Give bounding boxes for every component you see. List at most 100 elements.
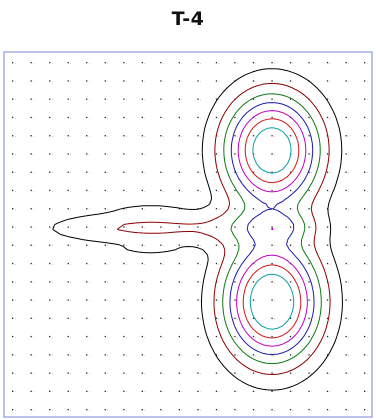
- sample-point-label: ·: [255, 152, 256, 157]
- sample-point-label: ·: [70, 61, 71, 66]
- sample-point-label: ·: [292, 79, 293, 84]
- sample-point-label: ·: [329, 171, 330, 176]
- sample-point-label: ·: [144, 225, 145, 230]
- sample-point-label: ·: [181, 189, 182, 194]
- sample-point: [252, 189, 255, 192]
- sample-point: [104, 98, 106, 100]
- sample-point-label: ·: [144, 152, 145, 157]
- sample-point: [252, 62, 255, 64]
- sample-point-label: ·: [107, 298, 108, 303]
- sample-point-label: ·: [329, 116, 330, 121]
- sample-point: [86, 335, 88, 338]
- sample-point: [326, 153, 329, 155]
- sample-point: [104, 409, 106, 411]
- sample-point: [364, 390, 366, 392]
- sample-point: [326, 390, 329, 392]
- sample-point: [67, 171, 69, 173]
- sample-point-label: ·: [33, 298, 34, 303]
- sample-point: [364, 153, 366, 155]
- sample-point: [326, 262, 329, 265]
- sample-point: [160, 153, 162, 155]
- sample-point-label: ·: [15, 372, 16, 377]
- sample-point-label: ·: [181, 298, 182, 303]
- sample-point: [289, 317, 292, 319]
- sample-point: [123, 335, 125, 338]
- sample-point-label: ·: [33, 335, 34, 340]
- sample-point-label: ·: [218, 353, 219, 358]
- sample-point: [197, 390, 199, 392]
- sample-point: [252, 299, 255, 301]
- sample-point: [30, 116, 32, 119]
- sample-point: [123, 409, 125, 411]
- sample-point-label: ·: [163, 189, 164, 194]
- sample-point: [30, 153, 32, 155]
- sample-point: [104, 372, 106, 374]
- sample-point: [30, 171, 32, 173]
- sample-point-label: ·: [237, 116, 238, 121]
- sample-point-label: ·: [15, 353, 16, 358]
- sample-point: [215, 208, 218, 210]
- sample-point-label: ·: [292, 262, 293, 267]
- sample-point-label: ·: [107, 79, 108, 84]
- sample-point: [86, 171, 88, 173]
- sample-point-label: ·: [237, 317, 238, 322]
- sample-point: [30, 335, 32, 338]
- sample-point-label: ·: [70, 98, 71, 103]
- sample-point-label: ·: [144, 262, 145, 267]
- sample-point: [271, 372, 273, 374]
- sample-point-label: ·: [237, 207, 238, 212]
- sample-point: [345, 281, 347, 283]
- sample-point-label: ·: [348, 262, 349, 267]
- sample-point-label: ·: [200, 225, 201, 230]
- sample-point: [49, 281, 51, 283]
- sample-point-label: ·: [348, 317, 349, 322]
- sample-point-label: ·: [367, 171, 368, 176]
- sample-point-label: ·: [311, 408, 312, 413]
- sample-point-label: ·: [70, 408, 71, 413]
- sample-point-label: ·: [107, 98, 108, 103]
- sample-point-label: ·: [89, 317, 90, 322]
- sample-point: [364, 80, 366, 82]
- sample-point-label: ·: [348, 335, 349, 340]
- sample-point: [364, 116, 366, 119]
- sample-point: [123, 281, 125, 283]
- sample-point-label: ·: [52, 116, 53, 121]
- sample-point-label: ·: [367, 335, 368, 340]
- sample-point: [30, 317, 32, 319]
- sample-point-label: ·: [52, 353, 53, 358]
- sample-point: [326, 335, 329, 338]
- sample-point-label: ·: [237, 372, 238, 377]
- sample-point: [271, 244, 273, 246]
- sample-point-label: ·: [126, 134, 127, 139]
- sample-point: [123, 135, 125, 137]
- sample-point-label: ·: [126, 152, 127, 157]
- sample-point-label: ·: [52, 225, 53, 230]
- sample-point-label: ·: [15, 317, 16, 322]
- sample-point-label: ·: [15, 207, 16, 212]
- sample-point: [215, 189, 218, 192]
- sample-point-label: ·: [33, 372, 34, 377]
- sample-point: [345, 244, 347, 246]
- sample-point: [12, 116, 14, 119]
- sample-point: [67, 299, 69, 301]
- contour-lines: [52, 68, 343, 391]
- sample-point: [123, 354, 125, 356]
- sample-point: [160, 208, 162, 210]
- sample-point: [12, 372, 14, 374]
- sample-point: [86, 116, 88, 119]
- sample-point-label: ·: [329, 280, 330, 285]
- sample-point: [215, 62, 218, 64]
- sample-point: [86, 80, 88, 82]
- sample-point: [345, 354, 347, 356]
- sample-point-label: ·: [52, 390, 53, 395]
- sample-point: [123, 62, 125, 64]
- sample-point: [30, 409, 32, 411]
- sample-point: [86, 189, 88, 192]
- sample-point: [104, 135, 106, 137]
- sample-point-label: ·: [348, 408, 349, 413]
- sample-point: [123, 116, 125, 119]
- sample-point: [12, 171, 14, 173]
- sample-point-label: ·: [292, 61, 293, 66]
- sample-point: [289, 62, 292, 64]
- sample-point-label: ·: [237, 152, 238, 157]
